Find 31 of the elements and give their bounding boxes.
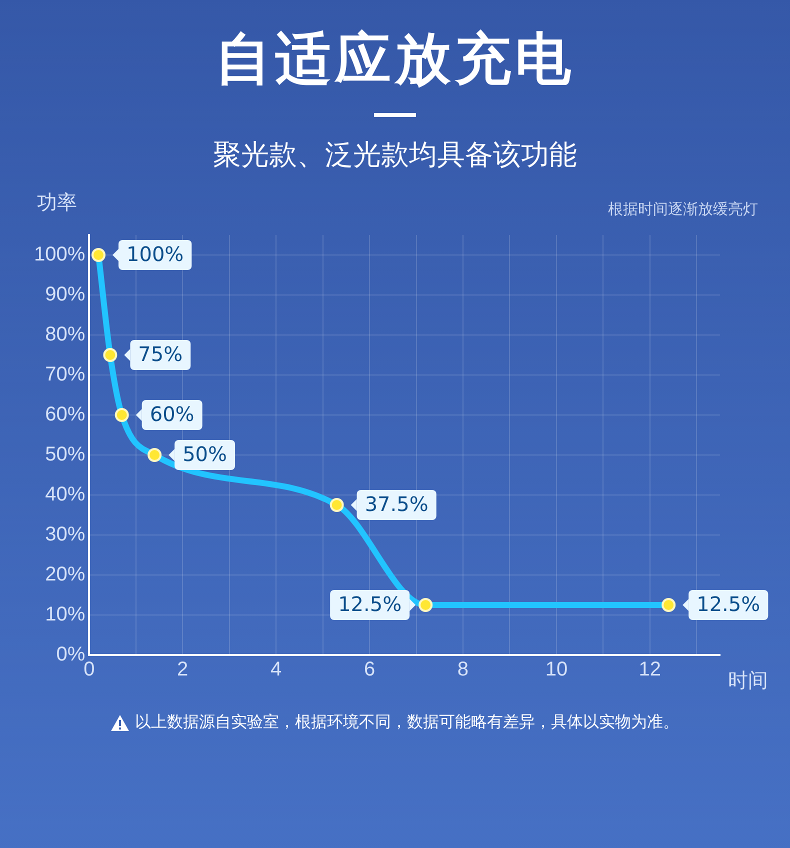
data-label: 12.5%: [696, 592, 760, 616]
y-tick-label: 60%: [45, 404, 86, 426]
y-tick-label: 50%: [45, 444, 86, 466]
x-tick-label: 10: [545, 658, 568, 681]
data-label: 12.5%: [338, 592, 402, 616]
text: 根据时间逐渐放缓亮灯: [608, 200, 758, 219]
y-tick-label: 80%: [45, 324, 86, 346]
data-label: 75%: [138, 342, 183, 366]
y-tick-label: 20%: [45, 564, 86, 586]
y-tick-label: 30%: [45, 524, 86, 546]
text: 以上数据源自实验室，根据环境不同，数据可能略有差异，具体以实物为准。: [135, 712, 679, 733]
x-tick-label: 8: [457, 658, 469, 681]
data-label: 37.5%: [364, 492, 428, 516]
y-tick-label: 10%: [45, 604, 86, 626]
x-tick-label: 4: [270, 658, 282, 681]
data-label: 60%: [150, 402, 194, 426]
x-axis-title: 时间: [728, 667, 768, 693]
x-tick-label: 0: [84, 658, 95, 681]
y-tick-label: 0%: [56, 644, 86, 666]
data-label: 100%: [126, 242, 184, 266]
y-tick-label: 100%: [34, 244, 86, 266]
chart-subtitle: 聚光款、泛光款均具备该功能: [212, 137, 578, 173]
data-label: 50%: [182, 442, 228, 466]
y-tick-label: 40%: [45, 484, 86, 506]
chart-title: 自适应放充电: [214, 26, 576, 94]
y-axis-title: 功率: [37, 189, 78, 215]
x-tick-label: 2: [177, 658, 188, 681]
x-tick-label: 12: [638, 658, 662, 681]
y-tick-label: 70%: [45, 364, 86, 386]
y-tick-label: 90%: [45, 284, 86, 306]
x-tick-label: 6: [364, 658, 376, 681]
